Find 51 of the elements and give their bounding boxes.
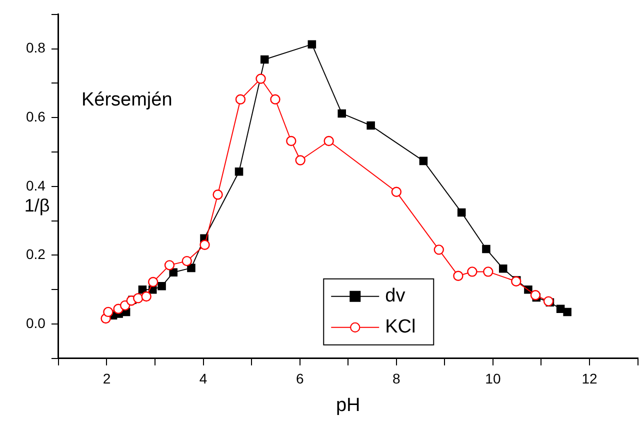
point [457, 208, 466, 217]
point [366, 121, 375, 130]
point [308, 40, 316, 48]
x-tick-label: 12 [582, 370, 598, 387]
point [295, 155, 306, 166]
x-tick-label: 10 [485, 370, 501, 387]
point [391, 186, 402, 198]
point [182, 256, 192, 266]
y-tick-label: 0.2 [26, 246, 46, 262]
point [200, 240, 210, 250]
point [133, 293, 144, 304]
point [556, 304, 565, 313]
point [235, 94, 246, 104]
point [483, 266, 494, 277]
point [260, 55, 269, 64]
x-axis-title: pH [336, 394, 360, 416]
annotation: Kérsemjén [81, 90, 172, 111]
legend-label: KCl [385, 316, 416, 338]
point [169, 268, 178, 277]
y-tick-label: 0.0 [26, 314, 46, 331]
point [141, 291, 152, 302]
x-tick-label: 8 [392, 370, 401, 387]
point [434, 244, 444, 255]
point [419, 156, 428, 166]
point [148, 276, 158, 288]
point [467, 266, 478, 277]
y-tick-label: 0.6 [26, 108, 46, 124]
point [563, 308, 572, 316]
point [324, 136, 334, 146]
point [286, 136, 296, 146]
y-tick-label: 0.8 [26, 40, 46, 56]
point [482, 244, 490, 254]
point [270, 94, 280, 104]
x-tick-label: 4 [199, 370, 208, 387]
point [498, 264, 508, 273]
point [103, 306, 114, 318]
x-tick-label: 2 [102, 370, 111, 387]
point [158, 282, 166, 290]
point [212, 190, 223, 200]
point [234, 167, 244, 176]
y-tick-label: 0.4 [26, 177, 46, 194]
point [530, 290, 541, 300]
x-tick-label: 6 [296, 370, 304, 387]
y-axis-title: 1/β [24, 195, 50, 216]
point [164, 260, 175, 270]
point [187, 264, 196, 272]
point [453, 270, 464, 281]
point [256, 74, 266, 84]
point [543, 296, 554, 306]
point [338, 109, 346, 118]
legend-label: dv [385, 286, 406, 307]
